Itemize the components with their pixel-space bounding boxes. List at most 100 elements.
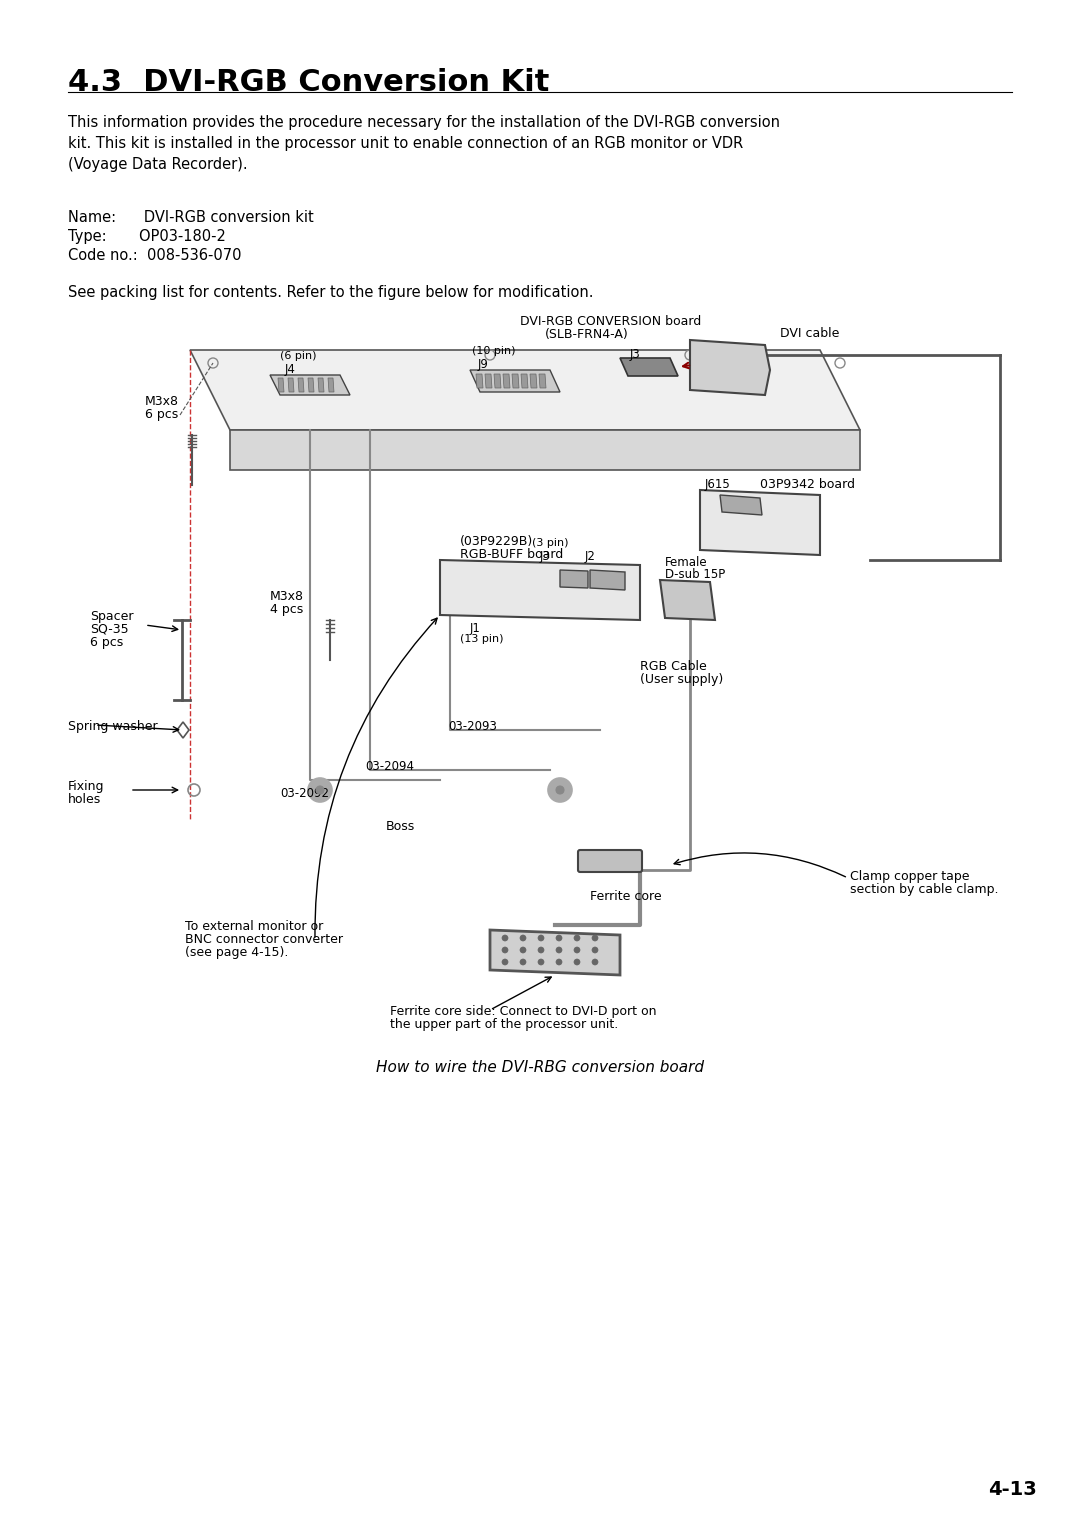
Text: M3x8: M3x8	[145, 395, 179, 408]
Polygon shape	[470, 370, 561, 392]
Polygon shape	[512, 374, 519, 388]
Circle shape	[316, 786, 324, 794]
Text: Name:      DVI-RGB conversion kit: Name: DVI-RGB conversion kit	[68, 211, 314, 224]
Circle shape	[519, 935, 526, 941]
Text: section by cable clamp.: section by cable clamp.	[850, 883, 999, 896]
Polygon shape	[308, 379, 314, 392]
Circle shape	[548, 777, 572, 802]
Circle shape	[519, 959, 526, 965]
Text: RGB-BUFF board: RGB-BUFF board	[460, 548, 564, 560]
Text: SQ-35: SQ-35	[90, 623, 129, 637]
Text: holes: holes	[68, 793, 102, 806]
Circle shape	[502, 947, 508, 953]
Polygon shape	[561, 570, 588, 588]
Text: the upper part of the processor unit.: the upper part of the processor unit.	[390, 1019, 618, 1031]
Polygon shape	[298, 379, 303, 392]
Text: D-sub 15P: D-sub 15P	[665, 568, 726, 580]
Circle shape	[538, 947, 544, 953]
Polygon shape	[278, 379, 284, 392]
Text: J1: J1	[470, 621, 481, 635]
Circle shape	[502, 959, 508, 965]
Text: 4 pcs: 4 pcs	[270, 603, 303, 615]
Polygon shape	[503, 374, 510, 388]
Text: 6 pcs: 6 pcs	[90, 637, 123, 649]
Circle shape	[592, 947, 598, 953]
Text: Ferrite core: Ferrite core	[590, 890, 662, 902]
Text: This information provides the procedure necessary for the installation of the DV: This information provides the procedure …	[68, 115, 780, 173]
Polygon shape	[590, 570, 625, 589]
Polygon shape	[288, 379, 294, 392]
Text: Code no.:  008-536-070: Code no.: 008-536-070	[68, 247, 242, 263]
Text: (User supply): (User supply)	[640, 673, 724, 686]
Text: (6 pin): (6 pin)	[280, 351, 316, 360]
Polygon shape	[720, 495, 762, 515]
Text: Clamp copper tape: Clamp copper tape	[850, 870, 970, 883]
Polygon shape	[690, 341, 770, 395]
Polygon shape	[328, 379, 334, 392]
Text: 4-13: 4-13	[987, 1480, 1037, 1500]
Polygon shape	[230, 431, 860, 470]
Text: J3: J3	[630, 348, 640, 360]
Polygon shape	[190, 350, 860, 431]
Text: Spacer: Spacer	[90, 609, 134, 623]
Text: Boss: Boss	[386, 820, 415, 834]
Polygon shape	[476, 374, 483, 388]
Text: 6 pcs: 6 pcs	[145, 408, 178, 421]
Polygon shape	[539, 374, 546, 388]
Polygon shape	[530, 374, 537, 388]
Circle shape	[556, 935, 562, 941]
Polygon shape	[270, 376, 350, 395]
Text: (SLB-FRN4-A): (SLB-FRN4-A)	[545, 328, 629, 341]
Circle shape	[573, 947, 580, 953]
Text: 03P9342 board: 03P9342 board	[760, 478, 855, 492]
Text: RGB Cable: RGB Cable	[640, 660, 706, 673]
Circle shape	[538, 959, 544, 965]
Polygon shape	[494, 374, 501, 388]
Text: M3x8: M3x8	[270, 589, 303, 603]
Text: To external monitor or: To external monitor or	[185, 919, 323, 933]
Text: (13 pin): (13 pin)	[460, 634, 503, 644]
Text: BNC connector converter: BNC connector converter	[185, 933, 343, 947]
Polygon shape	[318, 379, 324, 392]
Circle shape	[573, 935, 580, 941]
Text: (10 pin): (10 pin)	[472, 347, 515, 356]
Text: (see page 4-15).: (see page 4-15).	[185, 947, 288, 959]
Text: 03-2092: 03-2092	[280, 786, 329, 800]
Text: 4.3  DVI-RGB Conversion Kit: 4.3 DVI-RGB Conversion Kit	[68, 69, 550, 98]
Text: Female: Female	[665, 556, 707, 570]
Polygon shape	[620, 357, 678, 376]
Text: (03P9229B): (03P9229B)	[460, 534, 534, 548]
Circle shape	[592, 959, 598, 965]
Circle shape	[502, 935, 508, 941]
Text: 03-2093: 03-2093	[448, 721, 497, 733]
Circle shape	[556, 959, 562, 965]
Polygon shape	[700, 490, 820, 554]
Text: (3 pin): (3 pin)	[532, 538, 568, 548]
Text: Fixing: Fixing	[68, 780, 105, 793]
Polygon shape	[440, 560, 640, 620]
Polygon shape	[660, 580, 715, 620]
Polygon shape	[521, 374, 528, 388]
Text: Type:       OP03-180-2: Type: OP03-180-2	[68, 229, 226, 244]
Polygon shape	[490, 930, 620, 976]
Text: J9: J9	[478, 357, 489, 371]
Text: 03-2094: 03-2094	[365, 760, 414, 773]
Circle shape	[573, 959, 580, 965]
Text: How to wire the DVI-RBG conversion board: How to wire the DVI-RBG conversion board	[376, 1060, 704, 1075]
Polygon shape	[485, 374, 492, 388]
Text: DVI-RGB CONVERSION board: DVI-RGB CONVERSION board	[519, 315, 701, 328]
Text: J4: J4	[285, 363, 296, 376]
Circle shape	[556, 947, 562, 953]
Text: J2: J2	[585, 550, 596, 563]
Text: See packing list for contents. Refer to the figure below for modification.: See packing list for contents. Refer to …	[68, 286, 594, 299]
FancyBboxPatch shape	[578, 851, 642, 872]
Circle shape	[538, 935, 544, 941]
Circle shape	[556, 786, 564, 794]
Text: Spring washer: Spring washer	[68, 721, 158, 733]
Circle shape	[592, 935, 598, 941]
Text: J3: J3	[540, 550, 551, 563]
Circle shape	[519, 947, 526, 953]
Text: Ferrite core side: Connect to DVI-D port on: Ferrite core side: Connect to DVI-D port…	[390, 1005, 657, 1019]
Text: J615: J615	[705, 478, 731, 492]
Circle shape	[308, 777, 332, 802]
